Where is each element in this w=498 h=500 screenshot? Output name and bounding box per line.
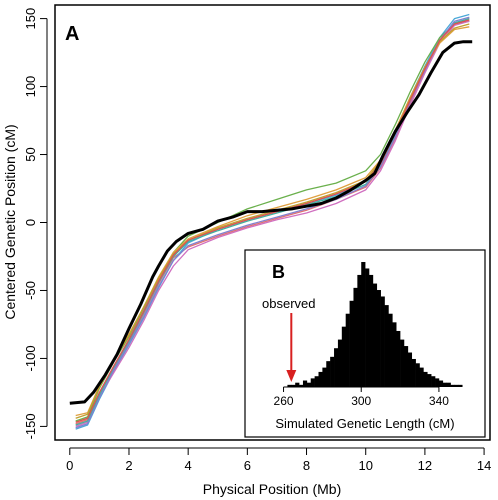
observed-arrow-icon (286, 313, 297, 382)
histogram-bar (450, 384, 455, 387)
y-tick-label-a: 50 (23, 147, 38, 161)
series-line-4 (75, 20, 470, 428)
histogram-bar (365, 268, 370, 387)
x-tick-label-a: 4 (185, 458, 192, 473)
histogram-bar (392, 322, 397, 387)
histogram-bar (376, 290, 381, 387)
histogram-bar (291, 384, 296, 387)
histogram-bar (372, 283, 378, 387)
observed-annotation: observed (262, 296, 315, 311)
x-tick-label-a: 10 (358, 458, 372, 473)
histogram-bar (438, 380, 444, 387)
histogram-bar (287, 384, 292, 387)
x-axis-label-b: Simulated Genetic Length (cM) (275, 416, 454, 431)
histogram-bar (314, 376, 319, 387)
histogram-bar (388, 313, 393, 387)
histogram-bar (419, 367, 424, 387)
histogram-bar (353, 287, 358, 387)
x-tick-label-b: 340 (429, 394, 449, 408)
histogram-bar (427, 374, 432, 387)
y-tick-label-a: -100 (23, 345, 38, 371)
panel-b: B 260 300 340 observed Simulated Genetic L… (244, 249, 486, 438)
panel-b-label: B (272, 262, 285, 282)
histogram-bar (341, 326, 346, 387)
histogram-bar (302, 380, 308, 387)
panel-a: A 0 2 4 6 8 10 12 14 -150 -100 -50 0 50 100 150 Physi… (2, 4, 491, 497)
histogram-bar (458, 384, 463, 387)
histogram-bar (306, 382, 312, 387)
plot-a-frame (54, 4, 491, 441)
histogram-bar (400, 339, 405, 387)
y-tick-label-a: -150 (23, 413, 38, 439)
histogram-bar (435, 378, 440, 387)
histogram-bar (431, 376, 436, 387)
series-line-9 (75, 19, 470, 423)
histogram-bar (330, 356, 335, 387)
y-tick-label-a: 0 (23, 219, 38, 226)
histogram-bar (299, 384, 304, 387)
y-tick-label-a: -50 (23, 281, 38, 300)
x-tick-label-a: 12 (418, 458, 432, 473)
histogram-bar (337, 339, 343, 387)
x-axis-b: 260 300 340 (274, 386, 449, 408)
series-line-0 (69, 40, 473, 405)
histogram-bar (411, 358, 416, 387)
x-tick-label-a: 14 (477, 458, 491, 473)
histogram-bar (361, 262, 366, 387)
histogram-bar (326, 361, 331, 387)
histogram-bar (310, 378, 315, 387)
y-axis-label-a: Centered Genetic Position (cM) (2, 124, 18, 319)
histogram-bar (345, 313, 350, 387)
histogram-bar (423, 371, 428, 387)
histogram-bar (396, 330, 401, 387)
histogram-bar (415, 363, 420, 387)
histogram-bar (380, 296, 385, 387)
x-tick-label-a: 2 (125, 458, 132, 473)
series-lines-a (69, 13, 473, 430)
x-axis-a: 0 2 4 6 8 10 12 14 (66, 447, 491, 473)
observed-arrow-head (286, 370, 297, 382)
y-axis-a: -150 -100 -50 0 50 100 150 (23, 8, 48, 439)
histogram-bar (334, 348, 339, 387)
histogram-bar (384, 305, 389, 387)
histogram-bar (369, 274, 374, 387)
x-tick-label-a: 0 (66, 458, 73, 473)
x-tick-label-b: 260 (274, 394, 294, 408)
x-axis-label-a: Physical Position (Mb) (203, 481, 342, 497)
histogram-bar (446, 382, 451, 387)
y-tick-label-a: 150 (23, 8, 38, 30)
x-tick-label-b: 300 (351, 394, 371, 408)
y-tick-label-a: 100 (23, 76, 38, 98)
histogram-bar (454, 384, 459, 387)
panel-a-label: A (65, 23, 79, 45)
histogram-bar (442, 382, 447, 387)
histogram-bar (403, 346, 409, 387)
histogram-bar (407, 352, 413, 387)
series-line-3 (75, 20, 470, 422)
histogram-bar (318, 371, 323, 387)
histogram-bar (349, 300, 354, 387)
histogram-bar (322, 367, 327, 387)
x-tick-label-a: 8 (303, 458, 310, 473)
histogram-bar (357, 274, 362, 387)
histogram-bars-b (287, 262, 463, 387)
histogram-bar (295, 382, 300, 387)
x-tick-label-a: 6 (244, 458, 251, 473)
